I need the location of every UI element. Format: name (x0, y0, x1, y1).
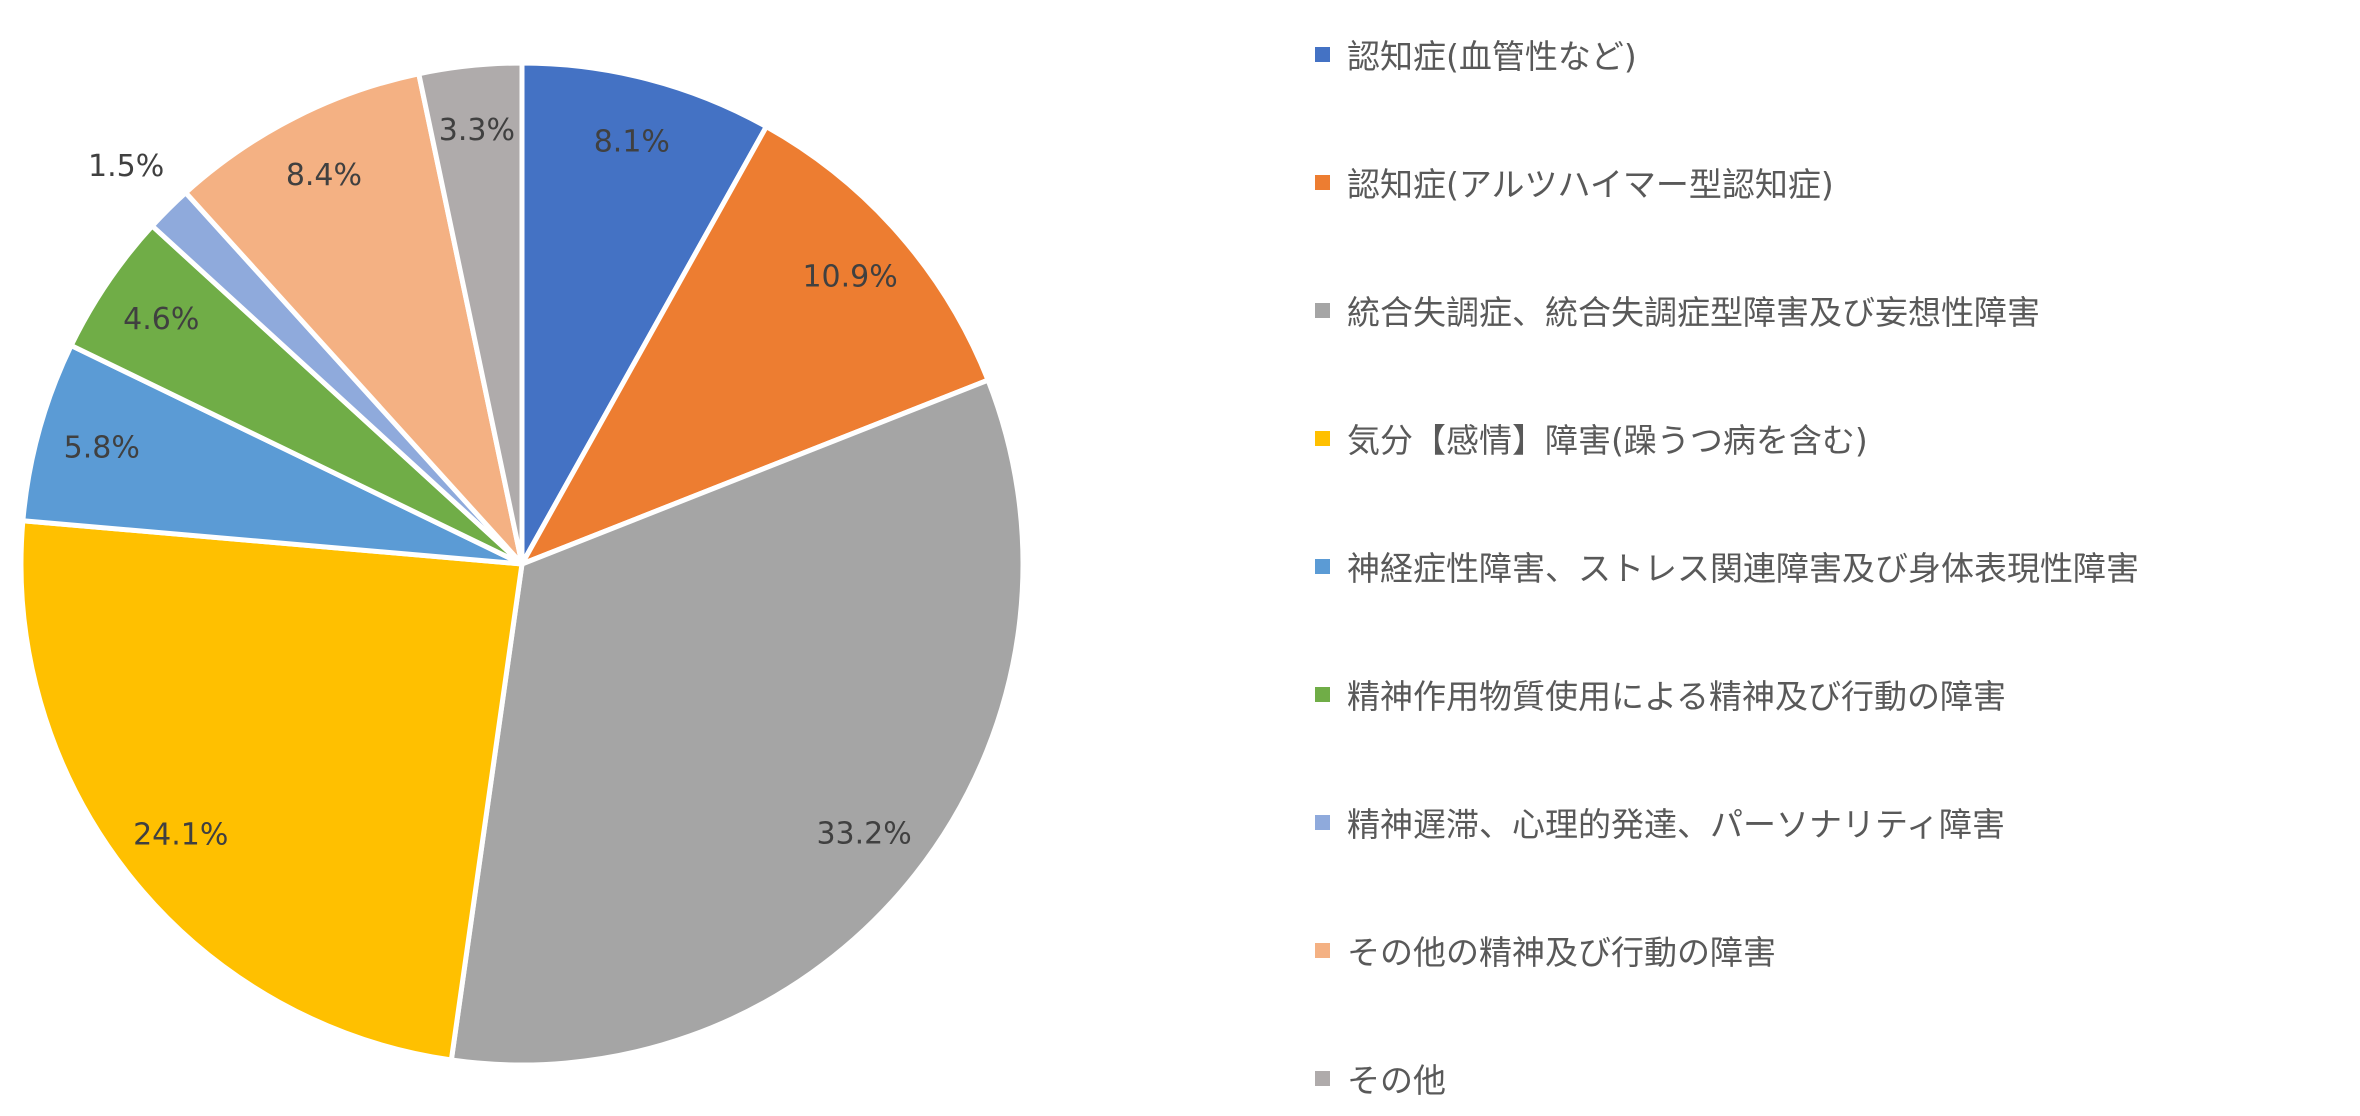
legend-item: 神経症性障害、ストレス関連障害及び身体表現性障害 (1315, 542, 2139, 590)
legend-swatch (1315, 942, 1330, 958)
legend-item: 精神作用物質使用による精神及び行動の障害 (1315, 670, 2006, 718)
legend-item: 精神遅滞、心理的発達、パーソナリティ障害 (1315, 798, 2005, 846)
legend-swatch (1315, 686, 1330, 702)
legend-swatch (1315, 1070, 1330, 1086)
legend-label: 認知症(血管性など) (1347, 37, 1637, 76)
legend-item: その他の精神及び行動の障害 (1315, 926, 1776, 974)
legend-label: 気分【感情】障害(躁うつ病を含む) (1347, 421, 1868, 460)
pie-chart: 8.1% 10.9% 33.2% 24.1% 5.8% 4.6% 1.5% 8.4% 3.3% (18, 60, 1026, 1068)
legend-swatch (1315, 174, 1330, 190)
legend-label: 認知症(アルツハイマー型認知症) (1347, 165, 1834, 204)
legend-swatch (1315, 430, 1330, 446)
legend-label: 精神遅滞、心理的発達、パーソナリティ障害 (1347, 805, 2006, 844)
legend-item: 気分【感情】障害(躁うつ病を含む) (1315, 414, 1868, 462)
data-label: 8.4% (286, 158, 362, 193)
data-label: 10.9% (802, 260, 897, 295)
legend-swatch (1315, 814, 1330, 830)
legend-label: その他 (1347, 1061, 1446, 1100)
data-label: 8.1% (594, 125, 670, 160)
legend-label: 神経症性障害、ストレス関連障害及び身体表現性障害 (1347, 549, 2139, 588)
legend-item: 認知症(血管性など) (1315, 30, 1637, 78)
legend-swatch (1315, 302, 1330, 318)
pie-slice (416, 60, 525, 567)
pie-slice (519, 124, 991, 567)
legend-item: 認知症(アルツハイマー型認知症) (1315, 158, 1834, 206)
legend-label: その他の精神及び行動の障害 (1347, 933, 1776, 972)
pie-slice (18, 518, 525, 1063)
data-label: 3.3% (439, 113, 515, 148)
pie-slice (20, 343, 525, 567)
data-label: 33.2% (816, 817, 911, 852)
data-label: 4.6% (123, 302, 199, 337)
data-label: 5.8% (64, 431, 140, 466)
legend-item: 統合失調症、統合失調症型障害及び妄想性障害 (1315, 286, 2040, 334)
legend-label: 精神作用物質使用による精神及び行動の障害 (1347, 677, 2007, 716)
pie-slice (519, 60, 769, 567)
legend-label: 統合失調症、統合失調症型障害及び妄想性障害 (1347, 293, 2040, 332)
data-label: 1.5% (88, 149, 164, 184)
legend-swatch (1315, 46, 1330, 62)
pie-slice (183, 71, 525, 567)
legend-item: その他 (1315, 1054, 1446, 1102)
pie-slice (448, 377, 1026, 1068)
legend-swatch (1315, 558, 1330, 574)
data-label: 24.1% (133, 818, 228, 853)
